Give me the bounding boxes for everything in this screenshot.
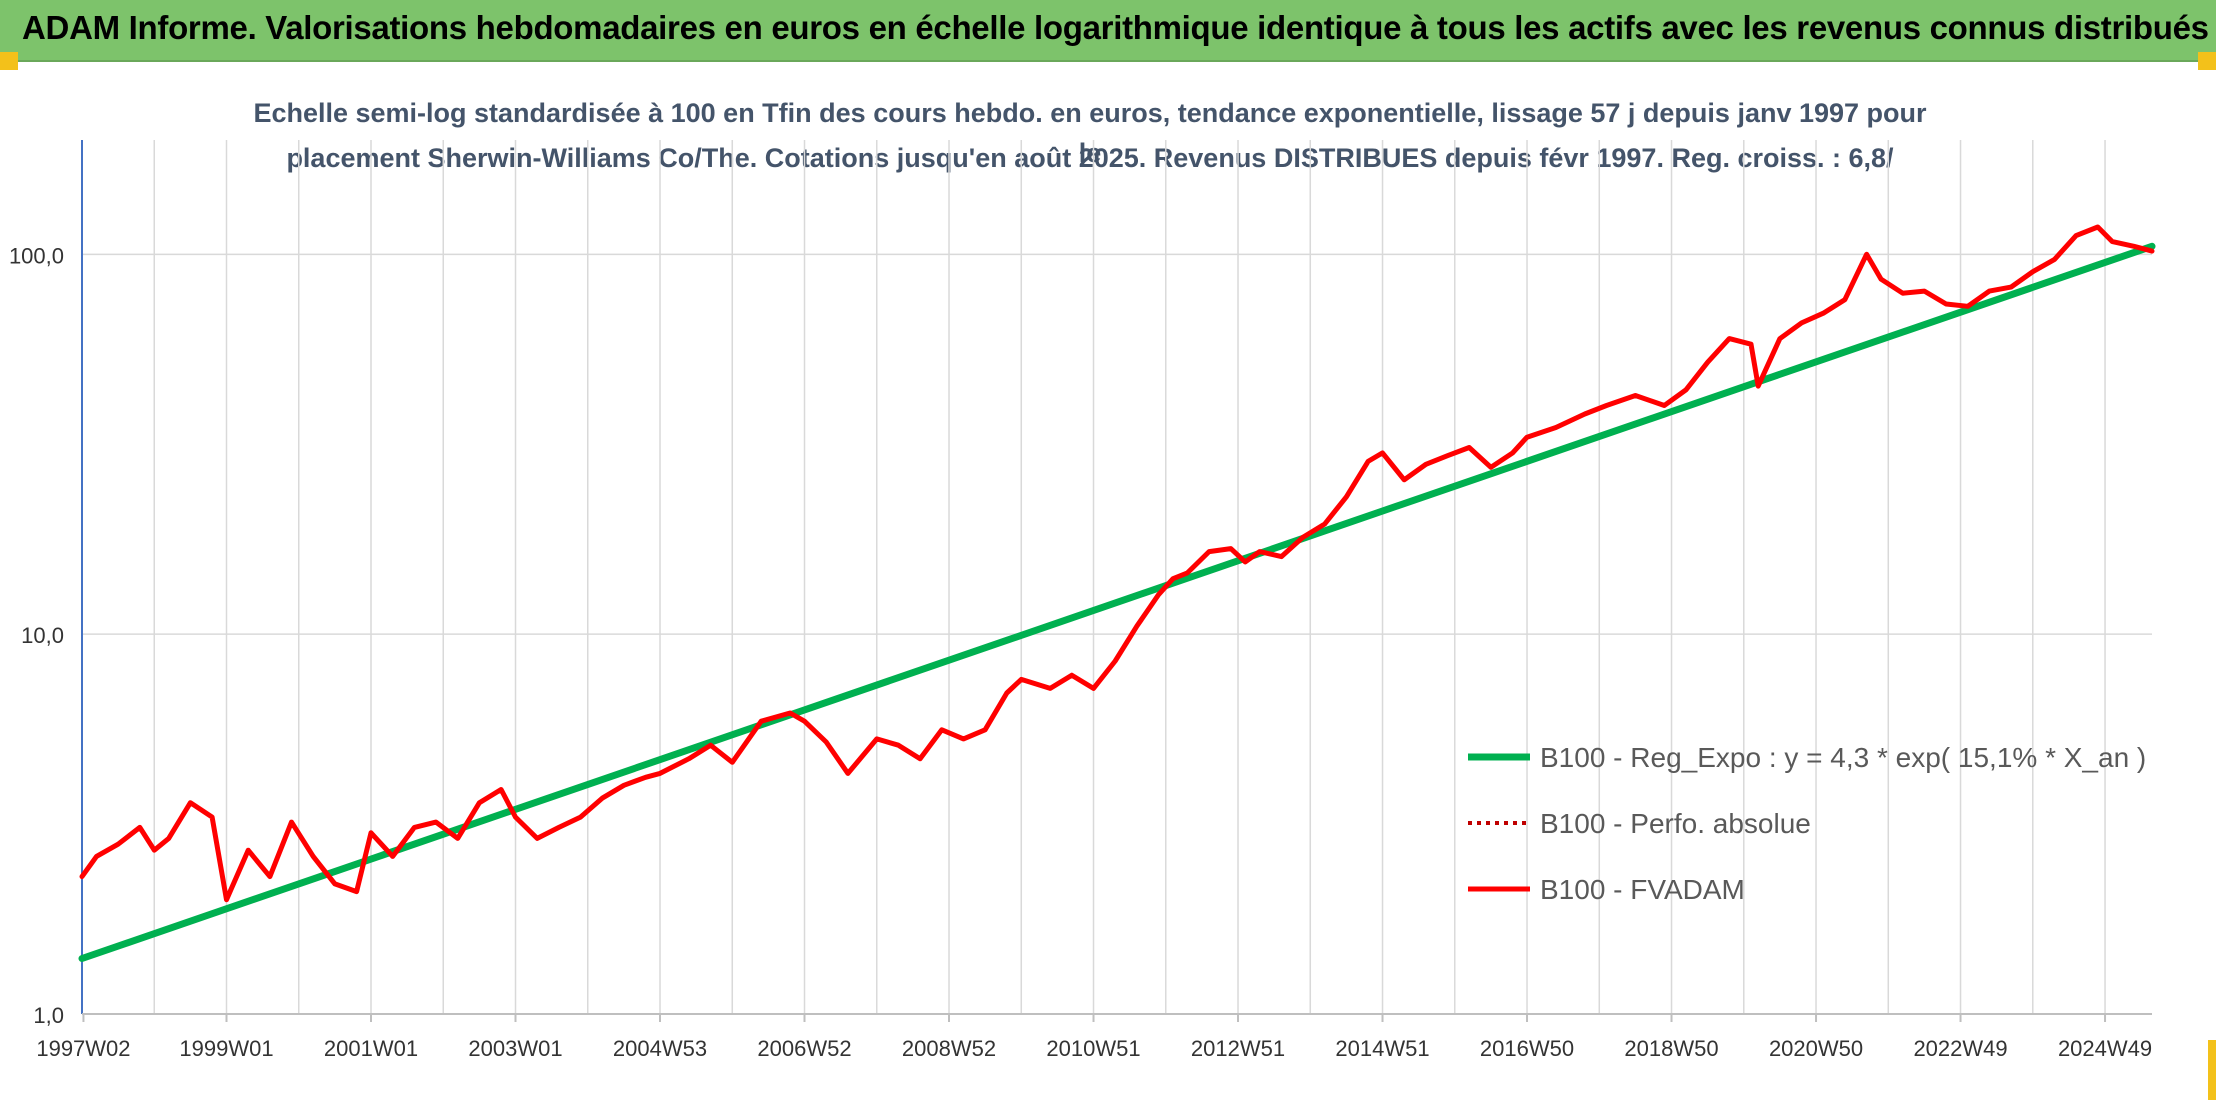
x-tick-label: 1997W02	[36, 1036, 130, 1061]
legend-label: B100 - FVADAM	[1540, 874, 1745, 905]
chart-title-line1: Echelle semi-log standardisée à 100 en T…	[253, 98, 1927, 168]
y-tick-label: 10,0	[21, 623, 64, 648]
x-tick-label: 2018W50	[1624, 1036, 1718, 1061]
x-tick-label: 1999W01	[179, 1036, 273, 1061]
y-tick-label: 100,0	[9, 243, 64, 268]
chart-title-line2: placement Sherwin-Williams Co/The. Cotat…	[286, 143, 1894, 173]
x-tick-label: 2016W50	[1480, 1036, 1574, 1061]
x-tick-label: 2001W01	[324, 1036, 418, 1061]
corner-accent-right	[2198, 52, 2216, 70]
banner-title: ADAM Informe. Valorisations hebdomadaire…	[22, 9, 2209, 46]
report-banner: ADAM Informe. Valorisations hebdomadaire…	[0, 0, 2216, 62]
x-tick-label: 2004W53	[613, 1036, 707, 1061]
x-tick-label: 2010W51	[1046, 1036, 1140, 1061]
x-tick-label: 2006W52	[757, 1036, 851, 1061]
legend-label: B100 - Perfo. absolue	[1540, 808, 1811, 839]
x-tick-label: 2003W01	[468, 1036, 562, 1061]
x-tick-label: 2008W52	[902, 1036, 996, 1061]
legend-label: B100 - Reg_Expo : y = 4,3 * exp( 15,1% *…	[1540, 742, 2146, 773]
x-tick-label: 2014W51	[1335, 1036, 1429, 1061]
y-tick-label: 1,0	[33, 1003, 64, 1028]
x-tick-label: 2024W49	[2058, 1036, 2152, 1061]
x-tick-label: 2020W50	[1769, 1036, 1863, 1061]
series-line-solid-red	[79, 224, 2155, 903]
series-line-solid-green	[78, 242, 2156, 962]
corner-accent-bottom-right	[2208, 1040, 2216, 1100]
x-tick-label: 2022W49	[1913, 1036, 2007, 1061]
corner-accent-left	[0, 52, 18, 70]
x-tick-label: 2012W51	[1191, 1036, 1285, 1061]
